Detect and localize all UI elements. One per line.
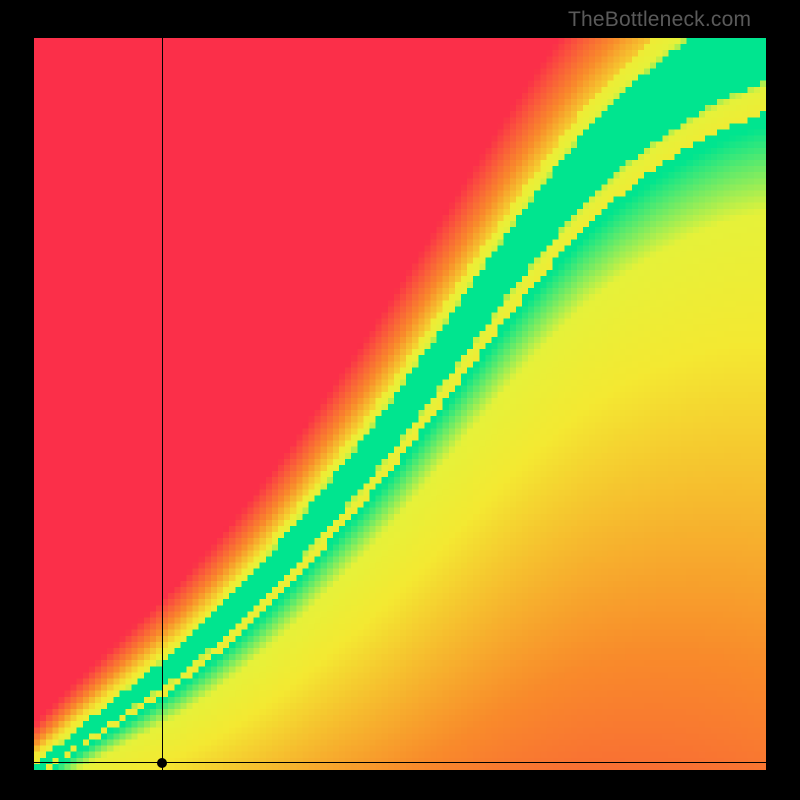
watermark-text: TheBottleneck.com — [568, 8, 751, 32]
crosshair-vertical — [162, 38, 163, 770]
plot-area — [34, 38, 766, 770]
heatmap-canvas — [34, 38, 766, 770]
crosshair-horizontal — [34, 762, 766, 763]
crosshair-marker — [157, 758, 167, 768]
